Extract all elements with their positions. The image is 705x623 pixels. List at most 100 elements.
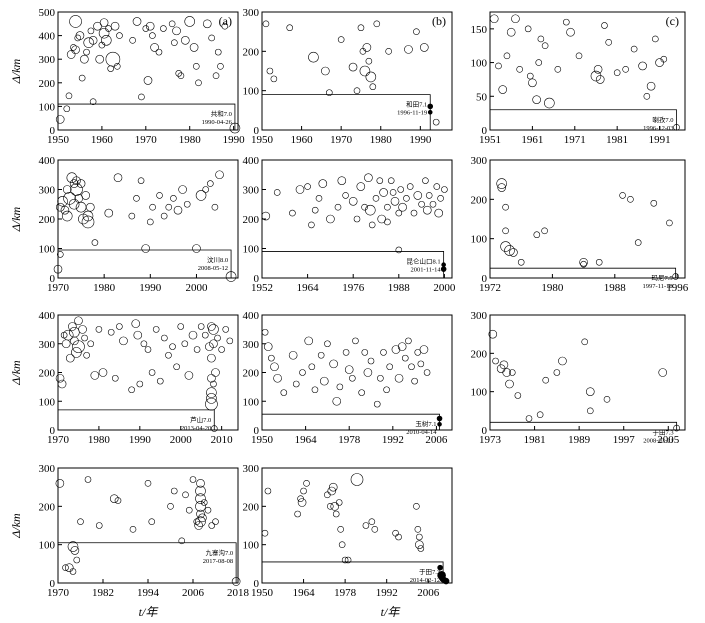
data-point xyxy=(93,21,102,31)
data-point xyxy=(70,183,83,196)
data-point xyxy=(207,322,216,331)
data-point xyxy=(138,93,145,101)
y-tick-label: 400 xyxy=(39,310,56,322)
event-name: 芦山7.0 xyxy=(190,415,211,424)
data-point xyxy=(156,192,163,199)
data-point xyxy=(177,72,185,80)
data-point xyxy=(349,374,356,382)
x-tick-label: 1989 xyxy=(568,434,591,446)
data-point xyxy=(358,389,365,396)
data-point xyxy=(437,195,444,202)
data-point xyxy=(169,343,176,350)
data-point xyxy=(554,66,562,73)
data-point xyxy=(595,75,605,84)
data-point xyxy=(361,203,368,211)
data-point xyxy=(311,386,319,394)
data-point xyxy=(261,211,271,221)
data-point xyxy=(590,70,602,82)
data-point xyxy=(261,529,269,537)
x-tick-label: 1960 xyxy=(91,134,114,146)
x-tick-label: 1988 xyxy=(388,282,411,294)
data-point xyxy=(397,342,407,351)
data-point xyxy=(502,368,512,377)
panel-c3: 0 100 200 300 1973 1981 1989 1997 2005于田7.32008-… xyxy=(471,310,686,446)
data-point xyxy=(297,498,307,507)
data-point xyxy=(73,556,81,564)
data-point xyxy=(168,20,176,28)
data-point xyxy=(417,545,425,552)
data-point xyxy=(57,196,68,207)
data-point xyxy=(270,362,279,372)
data-point xyxy=(413,503,420,510)
data-point xyxy=(406,183,414,190)
data-point xyxy=(95,326,103,333)
x-tick-label: 2000 xyxy=(433,282,456,294)
data-point xyxy=(348,197,358,206)
data-point xyxy=(356,182,366,191)
data-point xyxy=(61,339,71,349)
x-tick-label: 2000 xyxy=(170,434,193,446)
plot-frame xyxy=(489,159,686,279)
y-tick-label: 100 xyxy=(243,244,260,256)
data-point xyxy=(200,499,208,506)
x-tick-label: 1978 xyxy=(334,587,357,599)
event-date: 1997-11-18 xyxy=(643,283,673,290)
data-point xyxy=(181,36,190,45)
data-point xyxy=(575,52,583,60)
data-point xyxy=(357,24,365,32)
data-point xyxy=(579,257,588,267)
x-tick-label: 2006 xyxy=(182,587,205,599)
plot-frame xyxy=(57,11,239,131)
data-point xyxy=(212,518,219,525)
x-tick-label: 1994 xyxy=(137,587,160,599)
data-point xyxy=(214,334,221,342)
data-point xyxy=(492,357,499,365)
y-tick-label: 0 xyxy=(50,578,56,590)
x-tick-label: 1980 xyxy=(179,134,202,146)
data-point xyxy=(165,203,173,211)
plot-frame xyxy=(489,314,686,431)
data-point xyxy=(212,72,220,80)
x-tick-label: 1981 xyxy=(606,134,628,146)
data-point xyxy=(300,487,307,495)
data-point xyxy=(132,17,142,26)
data-point xyxy=(170,487,178,495)
data-point xyxy=(222,326,230,333)
data-point xyxy=(391,345,401,354)
data-point xyxy=(359,48,367,55)
data-point xyxy=(226,337,234,345)
data-point xyxy=(536,411,544,418)
data-point xyxy=(317,351,325,359)
data-point xyxy=(60,205,70,215)
data-point xyxy=(68,198,80,210)
panel-label: (c) xyxy=(666,14,679,28)
data-point xyxy=(95,522,103,529)
data-point xyxy=(98,368,108,377)
data-point xyxy=(131,319,141,328)
event-name: 玉树7.1 xyxy=(415,419,436,428)
data-point xyxy=(535,59,543,66)
x-axis-label: t/年 xyxy=(139,605,160,619)
data-point xyxy=(57,379,67,389)
data-point xyxy=(488,329,498,339)
data-point xyxy=(566,27,575,37)
data-point xyxy=(341,556,349,564)
data-point xyxy=(673,424,680,432)
data-point xyxy=(72,340,85,353)
data-point xyxy=(660,55,668,63)
data-point xyxy=(208,34,215,42)
data-point xyxy=(144,480,152,487)
data-point xyxy=(178,185,187,194)
event-name: 玛尼7.5 xyxy=(652,274,673,282)
event-name: 喇孜7.0 xyxy=(652,115,673,124)
data-point xyxy=(325,89,333,96)
y-tick-label: 100 xyxy=(39,396,56,408)
data-point xyxy=(395,533,402,541)
y-tick-label: 200 xyxy=(39,501,56,513)
data-point xyxy=(292,380,300,388)
data-point xyxy=(397,186,405,193)
data-point xyxy=(178,537,186,545)
y-tick-label: 100 xyxy=(243,396,260,408)
data-point xyxy=(113,173,123,182)
y-tick-label: 0 xyxy=(254,425,260,437)
